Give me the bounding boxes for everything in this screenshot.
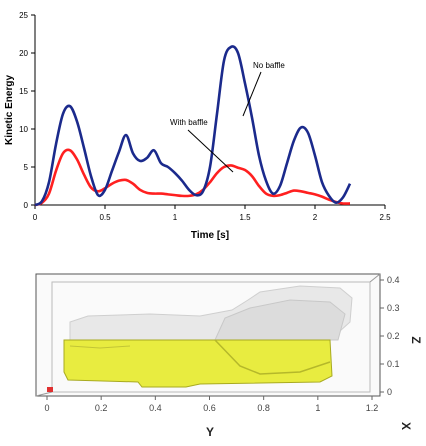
y-tick-label: 5: [24, 163, 29, 172]
y-tick-label: 20: [19, 49, 28, 58]
x-axis-label: X: [399, 422, 413, 430]
z-axis-tick-label: 0.4: [387, 275, 400, 285]
z-axis-tick-label: 0.1: [387, 359, 400, 369]
y-axis-label: Y: [206, 425, 214, 439]
y-tick-label: 25: [19, 11, 28, 20]
z-axis-tick-label: 0.2: [387, 331, 400, 341]
x-tick-label: 2.5: [379, 213, 391, 222]
series-line-with-baffle: [34, 148, 351, 207]
water-region: [63, 339, 333, 388]
y-axis-tick-label: 1: [315, 403, 320, 413]
frame-diagonal: [35, 391, 53, 397]
x-tick-label: 0: [33, 213, 38, 222]
leader-with-baffle: [187, 129, 234, 173]
y-axis-tick-label: 0.2: [95, 403, 108, 413]
z-axis-tick-label: 0: [387, 387, 392, 397]
x-tick-label: 1.5: [239, 213, 251, 222]
y-axis-tick-label: 1.2: [366, 403, 379, 413]
y-axis-title: Kinetic Energy: [4, 75, 15, 145]
water-ripple: [214, 339, 331, 375]
y-axis-tick-label: 0.6: [203, 403, 216, 413]
z-axis-label: Z: [409, 336, 423, 343]
water-ripple-2: [69, 345, 131, 349]
x-axis-title: Time [s]: [191, 230, 229, 241]
y-tick-label: 10: [19, 125, 28, 134]
y-axis-tick-label: 0.4: [149, 403, 162, 413]
tank-3d-figure: 0 0.2 0.4 0.6 0.8 1 1.2 0 0.1 0.2 0.3 0.4 Y Z X: [35, 273, 423, 439]
x-tick-label: 2: [313, 213, 318, 222]
origin-marker: [47, 387, 53, 392]
y-axis-tick-label: 0: [44, 403, 49, 413]
air-region-shade: [214, 299, 346, 341]
annotation-with-baffle: With baffle: [170, 118, 208, 127]
z-axis-tick-label: 0.3: [387, 303, 400, 313]
frame-diagonal-2: [369, 273, 381, 283]
y-tick-label: 15: [19, 87, 28, 96]
inner-frame: [51, 281, 371, 393]
y-tick-label: 0: [24, 201, 29, 210]
y-axis-tick-label: 0.8: [257, 403, 270, 413]
series-line-no-baffle: [34, 45, 352, 207]
x-tick-label: 0.5: [99, 213, 111, 222]
x-tick-label: 1: [173, 213, 178, 222]
kinetic-energy-chart: 0 5 10 15 20 25 0 0.5 1 1.5 2 2.5 Kinetic Energy T…: [4, 11, 391, 241]
annotation-no-baffle: No baffle: [253, 61, 285, 70]
leader-no-baffle: [242, 71, 262, 117]
